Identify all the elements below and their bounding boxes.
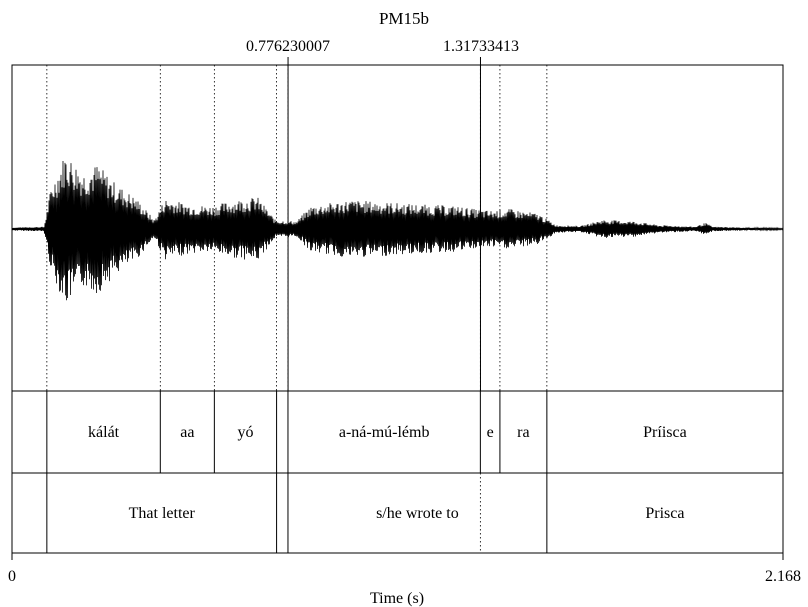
x-axis-max-label: 2.168 bbox=[765, 568, 801, 585]
gloss-morphemes-label-5: a-ná-mú-lémb bbox=[339, 424, 430, 441]
gloss-morphemes-label-3: yó bbox=[237, 424, 253, 441]
gloss-morphemes-label-7: ra bbox=[517, 424, 529, 441]
translation-label-3: s/he wrote to bbox=[376, 505, 459, 522]
gloss-morphemes-label-1: kálát bbox=[88, 424, 120, 441]
x-axis-min-label: 0 bbox=[8, 568, 16, 585]
x-axis-title: Time (s) bbox=[370, 590, 424, 607]
translation-label-1: That letter bbox=[129, 505, 196, 522]
figure-title: PM15b bbox=[379, 9, 429, 28]
translation-label-4: Prisca bbox=[645, 505, 684, 522]
selection-start-label: 0.776230007 bbox=[246, 38, 330, 55]
gloss-morphemes-label-8: Príisca bbox=[643, 424, 687, 441]
gloss-morphemes-label-6: e bbox=[487, 424, 494, 441]
selection-end-label: 1.31733413 bbox=[443, 38, 519, 55]
plot-frame bbox=[12, 65, 783, 553]
textgrid-tiers: kálát aa yó a-ná-mú-lémb e ra Príisca That lett… bbox=[47, 391, 687, 553]
waveform-trace bbox=[12, 161, 783, 300]
waveform bbox=[12, 161, 783, 300]
gloss-morphemes-label-2: aa bbox=[180, 424, 194, 441]
